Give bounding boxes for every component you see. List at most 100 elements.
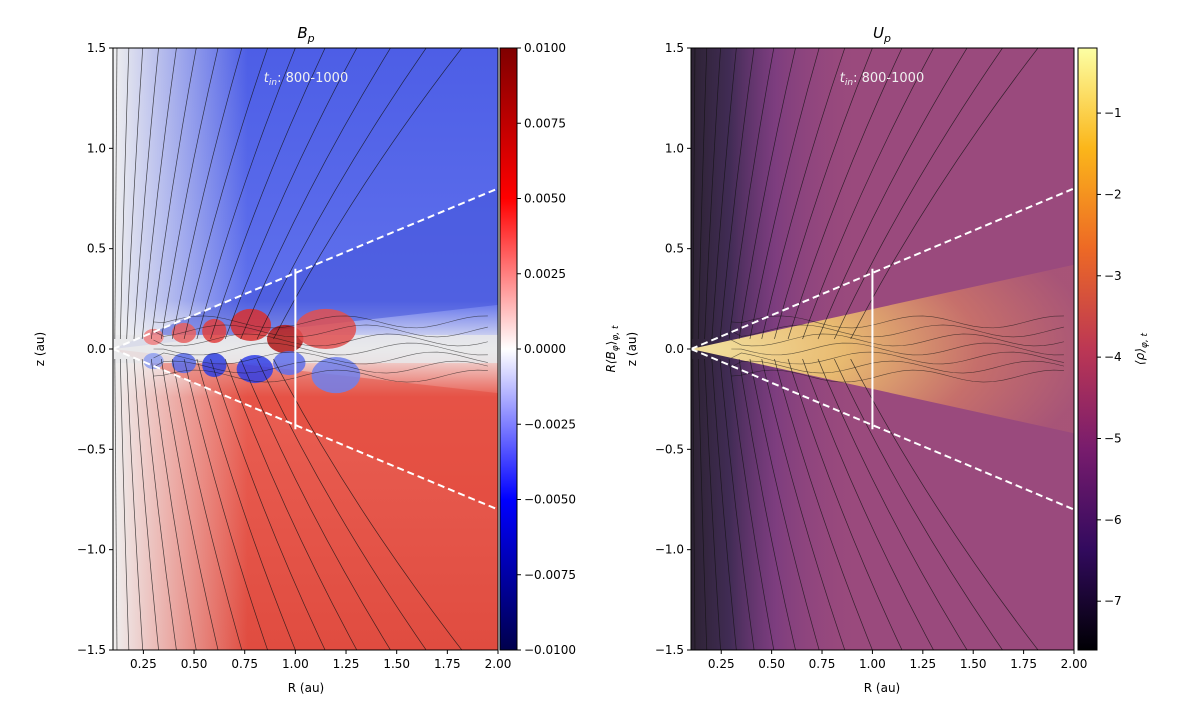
streamline bbox=[150, 48, 197, 340]
streamline bbox=[196, 358, 296, 650]
streamline bbox=[719, 48, 755, 339]
colorbar-tick-label: −3 bbox=[1104, 269, 1122, 283]
streamline bbox=[210, 358, 326, 650]
y-tick-label: 0.5 bbox=[665, 242, 684, 256]
streamline bbox=[728, 48, 775, 340]
y-tick-label: 1.0 bbox=[87, 141, 106, 155]
x-tick-label: 0.50 bbox=[758, 657, 785, 671]
x-axis-ticks: 0.25 0.50 0.75 1.00 1.25 1.50 1.75 2.00 bbox=[130, 650, 511, 671]
disk-feature bbox=[143, 328, 164, 345]
colorbar-label: R⟨Bφ⟩φ, t bbox=[604, 325, 621, 373]
streamline bbox=[817, 48, 968, 340]
streamline bbox=[802, 48, 934, 340]
streamline bbox=[141, 48, 177, 340]
plot-area bbox=[112, 47, 499, 651]
y-tick-label: −1.5 bbox=[77, 643, 106, 657]
streamline bbox=[774, 358, 873, 650]
colorbar-tick-label: 0.0050 bbox=[524, 192, 566, 206]
x-tick-label: 1.00 bbox=[282, 657, 309, 671]
streamline bbox=[196, 48, 296, 340]
colorbar-tick-label: −1 bbox=[1104, 106, 1122, 120]
disk-streamline bbox=[731, 333, 1064, 347]
x-tick-label: 0.75 bbox=[809, 657, 836, 671]
streamline bbox=[761, 358, 846, 650]
colorbar-ticks: 0.0100 0.0075 0.0050 0.0025 0.0000 −0.0025 −0.… bbox=[517, 41, 576, 657]
streamline bbox=[834, 358, 1003, 650]
plot-area bbox=[690, 47, 1075, 651]
streamline bbox=[240, 358, 391, 650]
streamline bbox=[697, 359, 708, 650]
disk-streamline bbox=[153, 324, 488, 338]
streamline bbox=[119, 48, 130, 339]
streamlines bbox=[114, 48, 488, 650]
disk-streamline bbox=[153, 342, 488, 356]
disk-feature bbox=[295, 308, 357, 349]
streamline bbox=[749, 358, 820, 650]
x-tick-label: 2.00 bbox=[1061, 657, 1088, 671]
lower-cone-line bbox=[113, 348, 498, 511]
x-axis-label: R (au) bbox=[288, 681, 324, 695]
streamline bbox=[787, 48, 903, 340]
upper-cone-line bbox=[113, 187, 498, 350]
colorbar-tick-label: 0.0100 bbox=[524, 41, 566, 55]
x-tick-label: 1.75 bbox=[434, 657, 461, 671]
streamline bbox=[834, 48, 1003, 340]
streamline bbox=[774, 48, 873, 340]
streamline bbox=[133, 359, 159, 650]
colorbar-label: ⟨ρ⟩φ, t bbox=[1133, 332, 1150, 365]
x-tick-label: 2.00 bbox=[485, 657, 512, 671]
y-axis-label: z (au) bbox=[625, 332, 639, 366]
x-axis-ticks: 0.25 0.50 0.75 1.00 1.25 1.50 1.75 2.00 bbox=[708, 650, 1087, 671]
streamline bbox=[183, 358, 268, 650]
streamline bbox=[738, 358, 796, 650]
streamline bbox=[224, 358, 358, 650]
disk-streamline bbox=[731, 351, 1064, 365]
y-tick-label: 1.0 bbox=[665, 141, 684, 155]
streamline bbox=[697, 48, 708, 339]
streamline bbox=[787, 358, 903, 650]
chart-title: Bp bbox=[297, 24, 314, 45]
colorbar-ticks: −1 −2 −3 −4 −5 −6 −7 bbox=[1097, 106, 1122, 608]
disk-streamline bbox=[153, 351, 488, 365]
y-tick-label: −1.0 bbox=[77, 543, 106, 557]
y-axis-ticks: 1.5 1.0 0.5 0.0 −0.5 −1.0 −1.5 bbox=[77, 41, 113, 657]
disk-streamline bbox=[153, 369, 488, 383]
panel-up: Up tin: 800-1000 0.25 0.50 0.75 1.00 1.25 1.5… bbox=[625, 24, 1150, 695]
x-tick-label: 0.75 bbox=[231, 657, 258, 671]
disk-streamline bbox=[153, 360, 488, 374]
streamline bbox=[160, 48, 219, 340]
streamline bbox=[224, 48, 358, 340]
colorbar bbox=[499, 47, 518, 651]
colorbar-tick-label: 0.0000 bbox=[524, 342, 566, 356]
colorbar-tick-label: −0.0025 bbox=[524, 417, 576, 431]
y-tick-label: 1.5 bbox=[665, 41, 684, 55]
streamline bbox=[150, 358, 197, 650]
streamline bbox=[133, 48, 159, 339]
time-annotation: tin: 800-1000 bbox=[840, 71, 924, 88]
y-tick-label: −1.0 bbox=[655, 543, 684, 557]
disk-streamline bbox=[731, 315, 1064, 329]
streamline bbox=[719, 359, 755, 650]
disk-feature bbox=[143, 353, 164, 370]
x-tick-label: 1.75 bbox=[1010, 657, 1037, 671]
disk-streamline bbox=[731, 369, 1064, 383]
streamline bbox=[171, 358, 243, 650]
colorbar-tick-label: 0.0025 bbox=[524, 267, 566, 281]
streamline bbox=[802, 358, 934, 650]
colorbar-tick-label: −4 bbox=[1104, 350, 1122, 364]
streamline bbox=[711, 359, 737, 650]
disk-feature bbox=[236, 355, 274, 384]
x-axis-label: R (au) bbox=[864, 681, 900, 695]
x-tick-label: 1.00 bbox=[859, 657, 886, 671]
panel-bp: Bp tin: 800-1000 0.25 0.50 0.75 1.00 1.25 1.5… bbox=[33, 24, 621, 695]
y-tick-label: 0.5 bbox=[87, 242, 106, 256]
disk-feature bbox=[171, 322, 197, 343]
streamline bbox=[210, 48, 326, 340]
colorbar-tick-label: −0.0075 bbox=[524, 568, 576, 582]
disk-feature bbox=[273, 351, 306, 376]
x-tick-label: 1.25 bbox=[909, 657, 936, 671]
colorbar bbox=[1077, 47, 1098, 651]
y-axis-label: z (au) bbox=[33, 332, 47, 366]
streamline bbox=[761, 48, 846, 340]
lower-cone-line bbox=[691, 348, 1074, 511]
